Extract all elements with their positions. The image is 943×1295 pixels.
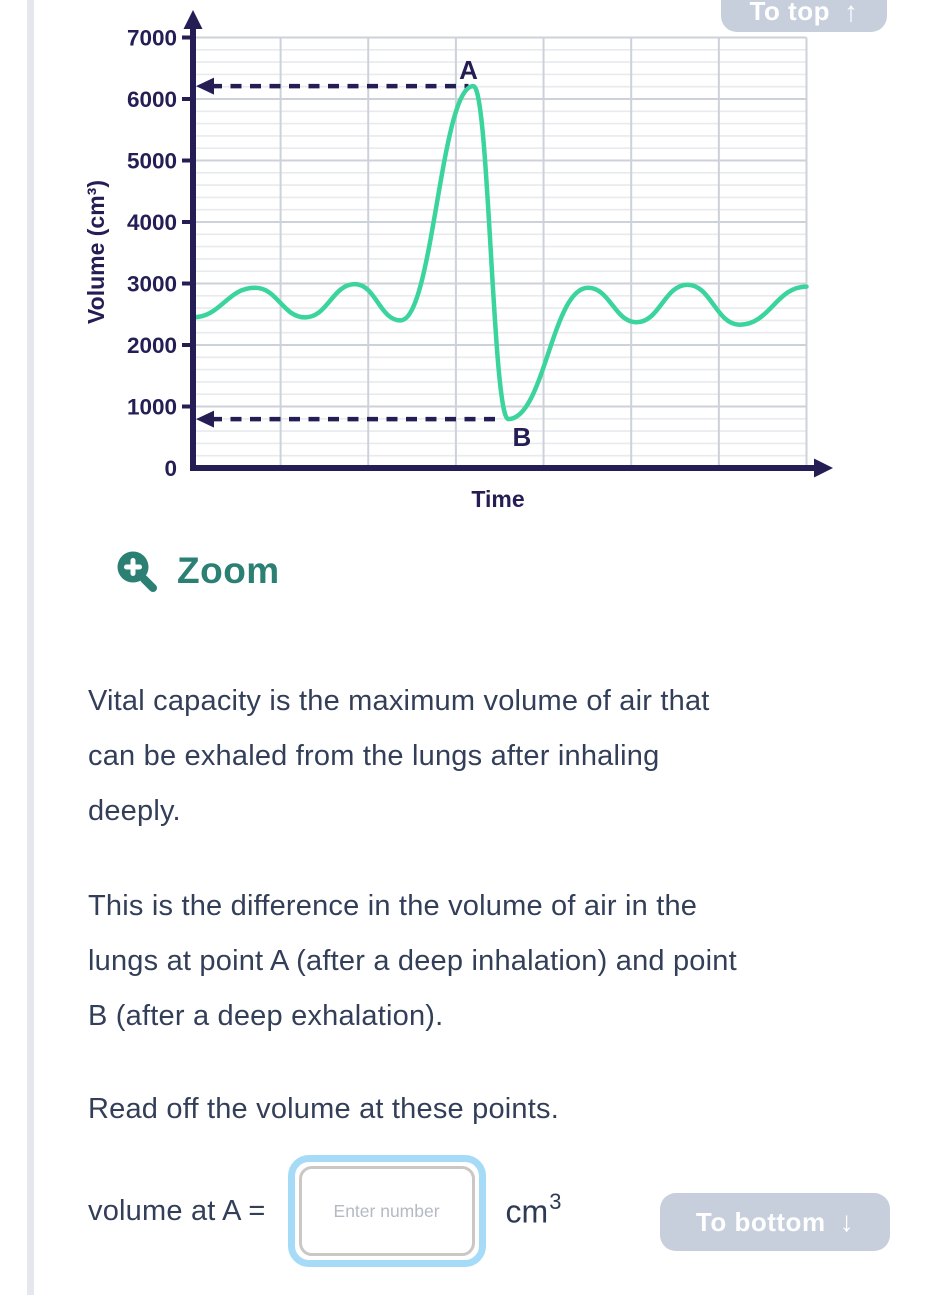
answer-row: volume at A = cm3 [88, 1148, 562, 1274]
to-top-button[interactable]: To top ↑ [721, 0, 887, 32]
to-top-label: To top [749, 0, 830, 26]
to-bottom-button[interactable]: To bottom ↓ [660, 1193, 890, 1251]
svg-text:6000: 6000 [127, 87, 177, 112]
paragraph-read-off: Read off the volume at these points. [88, 1093, 559, 1125]
answer-input[interactable] [298, 1166, 475, 1256]
svg-text:0: 0 [164, 456, 177, 481]
svg-text:Time: Time [471, 486, 524, 512]
paragraph-vital-capacity: Vital capacity is the maximum volume of … [88, 685, 710, 827]
svg-text:3000: 3000 [127, 272, 177, 297]
svg-text:2000: 2000 [127, 333, 177, 358]
zoom-link[interactable]: Zoom [110, 546, 280, 596]
zoom-in-icon [117, 551, 157, 592]
arrow-down-icon: ↓ [839, 1206, 855, 1237]
svg-text:7000: 7000 [127, 26, 177, 51]
zoom-link-label: Zoom [177, 550, 280, 591]
svg-text:4000: 4000 [127, 210, 177, 235]
svg-text:Volume (cm³): Volume (cm³) [83, 180, 109, 324]
to-bottom-label: To bottom [695, 1206, 826, 1237]
svg-text:1000: 1000 [127, 395, 177, 420]
svg-text:5000: 5000 [127, 149, 177, 174]
answer-input-frame [287, 1155, 486, 1267]
answer-label: volume at A = [88, 1194, 266, 1227]
paragraph-difference-a-b: This is the difference in the volume of … [88, 890, 737, 1032]
unit-label: cm3 [505, 1189, 562, 1230]
unit-exponent: 3 [549, 1189, 562, 1215]
svg-text:B: B [512, 422, 531, 452]
arrow-up-icon: ↑ [843, 0, 859, 27]
volume-time-chart: A B 0 1000 2000 3000 4000 5000 6000 7000 Time Volum… [83, 10, 833, 512]
svg-text:A: A [459, 55, 478, 85]
panel-left-border [27, 0, 34, 1295]
